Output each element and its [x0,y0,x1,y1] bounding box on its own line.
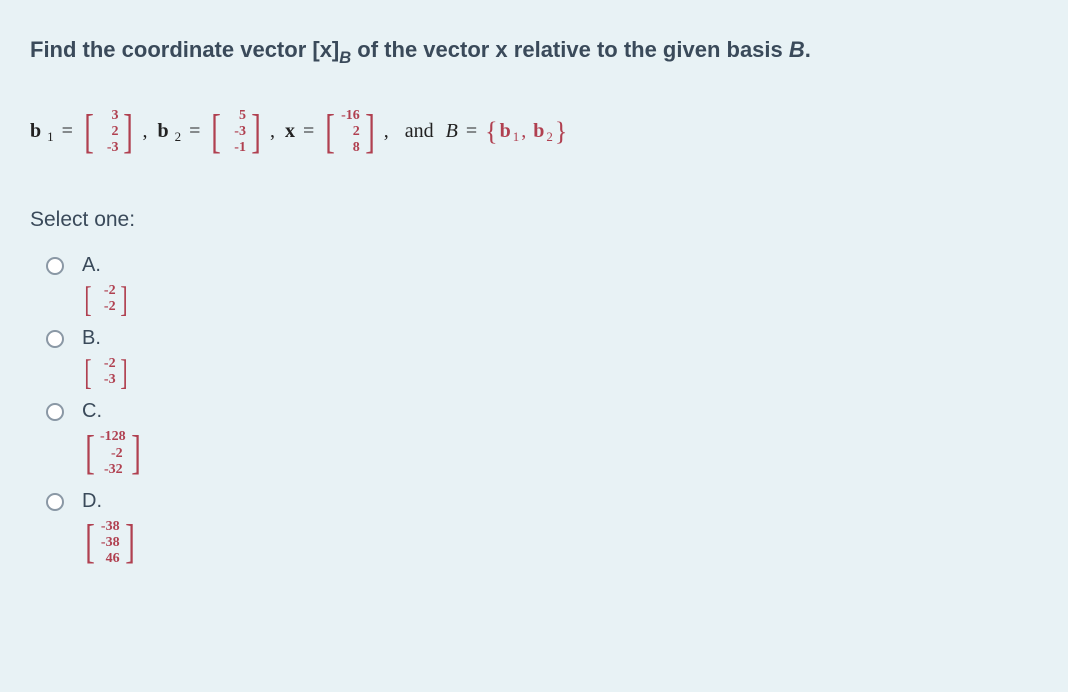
options-list: A. [ -2 -2 ] B. [ -2 - [30,254,1038,569]
x-r2: 8 [340,140,360,156]
option-b-letter: B. [82,327,130,350]
radio-b[interactable] [46,330,64,348]
option-c[interactable]: C. [ -128 -2 -32 ] [46,400,1038,479]
option-b-content: B. [ -2 -3 ] [82,327,130,390]
c-r2: -32 [103,462,123,478]
option-b-matrix: [ -2 -3 ] [82,354,130,390]
and-text: and [405,120,434,143]
title-pre: Find the coordinate vector [x] [30,37,339,62]
b2-r0: 5 [226,108,246,124]
x-label: x [285,120,295,143]
set-b1: b [500,120,511,143]
option-d-content: D. [ -38 -38 46 ] [82,490,138,569]
b2-matrix: [ 5 -3 -1 ] [208,106,264,158]
question-title: Find the coordinate vector [x]B of the v… [30,35,1038,66]
b1-r0: 3 [99,108,119,124]
d-r0: -38 [100,519,120,535]
comma1: , [142,120,147,143]
equation-row: b1 = [ 3 2 -3 ] , b2 = [ 5 -3 -1 ] , x = [30,106,1038,158]
b-r1: -3 [96,372,116,388]
set-b2: b [533,120,544,143]
title-end: . [805,37,811,62]
option-d-matrix: [ -38 -38 46 ] [82,517,138,569]
d-r2: 46 [100,551,120,567]
option-c-letter: C. [82,400,144,423]
x-matrix: [ -16 2 8 ] [322,106,378,158]
title-sub: B [339,49,351,67]
option-a-matrix: [ -2 -2 ] [82,281,130,317]
a-r1: -2 [96,299,116,315]
d-r1: -38 [100,535,120,551]
b1-r1: 2 [99,124,119,140]
b-r0: -2 [96,356,116,372]
set-b1-sub: 1 [513,129,520,145]
radio-a[interactable] [46,257,64,275]
big-b: B [446,120,458,143]
option-a[interactable]: A. [ -2 -2 ] [46,254,1038,317]
b2-r2: -1 [226,140,246,156]
c-r0: -128 [100,429,126,445]
option-b[interactable]: B. [ -2 -3 ] [46,327,1038,390]
x-r1: 2 [340,124,360,140]
b1-sub: 1 [47,129,54,145]
x-r0: -16 [340,108,360,124]
b2-r1: -3 [226,124,246,140]
option-c-matrix: [ -128 -2 -32 ] [82,427,144,479]
a-r0: -2 [96,283,116,299]
title-mid: of the vector x relative to the given ba… [351,37,789,62]
option-d[interactable]: D. [ -38 -38 46 ] [46,490,1038,569]
comma2: , [270,120,275,143]
c-r1: -2 [103,446,123,462]
comma3: , [384,120,389,143]
option-a-content: A. [ -2 -2 ] [82,254,130,317]
eq4: = [466,120,477,143]
b2-label: b [157,120,168,143]
b2-sub: 2 [175,129,182,145]
option-a-letter: A. [82,254,130,277]
option-d-letter: D. [82,490,138,513]
set-b2-sub: 2 [546,129,553,145]
eq2: = [189,120,200,143]
select-one-label: Select one: [30,208,1038,232]
question-container: Find the coordinate vector [x]B of the v… [0,0,1068,589]
b1-label: b [30,120,41,143]
radio-d[interactable] [46,493,64,511]
option-c-content: C. [ -128 -2 -32 ] [82,400,144,479]
basis-set: { b1, b2 } [485,117,567,147]
radio-c[interactable] [46,403,64,421]
eq1: = [62,120,73,143]
b1-matrix: [ 3 2 -3 ] [81,106,137,158]
title-basis: B [789,37,805,62]
b1-r2: -3 [99,140,119,156]
eq3: = [303,120,314,143]
